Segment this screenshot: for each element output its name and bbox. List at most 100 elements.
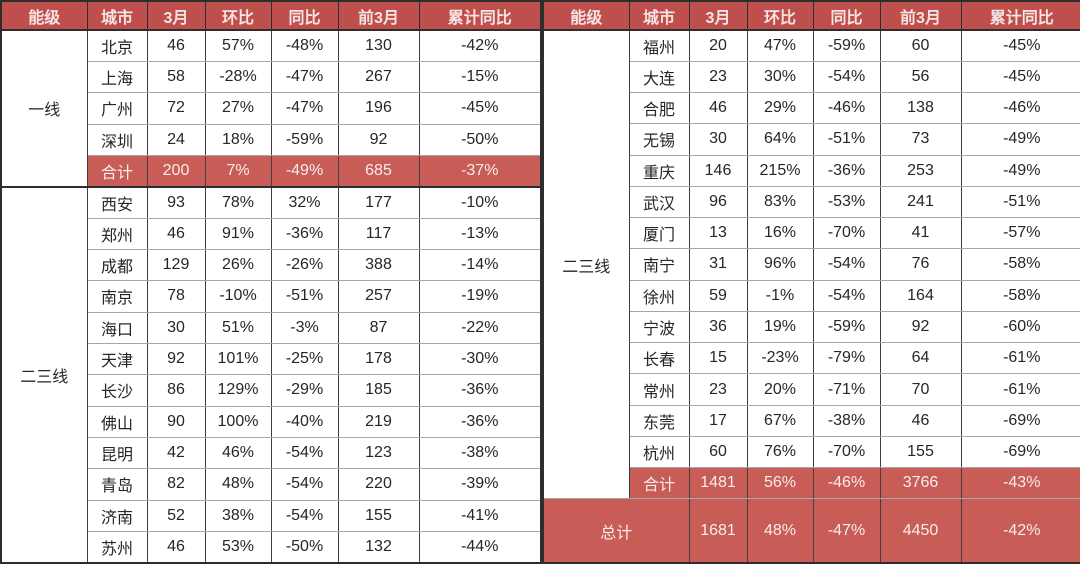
- cell-march: 42: [146, 436, 206, 470]
- cell-mom: 20%: [746, 373, 814, 406]
- cell-cum-yoy: -58%: [960, 279, 1080, 312]
- cell-mom: 96%: [746, 248, 814, 281]
- table-row: 昆明 42 46% -54% 123 -38%: [1, 436, 542, 470]
- column-header: 城市: [86, 0, 148, 31]
- cell-yoy: -51%: [270, 280, 339, 313]
- table-row: 苏州 46 53% -50% 132 -44%: [1, 531, 542, 564]
- cell-first-3m: 60: [879, 28, 962, 62]
- cell-yoy: -36%: [812, 154, 881, 187]
- city-cell: 成都: [86, 248, 148, 282]
- table-row: 二三线 西安 93 78% 32% 177 -10%: [0, 185, 542, 564]
- table-row: 天津 92 101% -25% 178 -30%: [1, 342, 542, 376]
- cell-mom: 78%: [204, 185, 272, 219]
- cell-yoy: -54%: [812, 279, 881, 312]
- cell-cum-yoy: -57%: [960, 217, 1080, 250]
- cell-march: 13: [688, 217, 748, 250]
- cell-first-3m: 164: [879, 279, 962, 312]
- table-row: 徐州 59 -1% -54% 164 -58%: [543, 279, 1080, 312]
- cell-march: 46: [146, 28, 206, 62]
- table-row: 佛山 90 100% -40% 219 -36%: [1, 405, 542, 438]
- table-row: 广州 72 27% -47% 196 -45%: [1, 92, 542, 125]
- cell-march: 200: [146, 154, 206, 188]
- cell-mom: 30%: [746, 60, 814, 94]
- cell-yoy: -47%: [270, 92, 339, 125]
- cell-yoy: -51%: [812, 123, 881, 156]
- city-cell: 重庆: [628, 154, 690, 187]
- cell-mom: 57%: [204, 28, 272, 62]
- cell-first-3m: 185: [337, 374, 420, 407]
- city-cell: 无锡: [628, 123, 690, 156]
- cell-march: 146: [688, 154, 748, 187]
- cell-march: 78: [146, 280, 206, 313]
- cell-march: 1681: [688, 498, 748, 564]
- cell-yoy: -54%: [812, 60, 881, 94]
- column-header: 城市: [628, 0, 690, 31]
- header-row: 能级 城市 3月 环比 同比 前3月 累计同比: [542, 0, 1080, 31]
- cell-yoy: -3%: [270, 311, 339, 344]
- city-cell: 广州: [86, 92, 148, 125]
- table-row: 长春 15 -23% -79% 64 -61%: [543, 342, 1080, 375]
- cell-yoy: -59%: [812, 28, 881, 62]
- cell-mom: 101%: [204, 342, 272, 376]
- cell-mom: 67%: [746, 404, 814, 437]
- cell-first-3m: 92: [337, 123, 420, 156]
- cell-march: 36: [688, 310, 748, 344]
- cell-march: 60: [688, 435, 748, 469]
- cell-first-3m: 56: [879, 60, 962, 94]
- city-cell: 上海: [86, 60, 148, 94]
- table-row: 南京 78 -10% -51% 257 -19%: [1, 280, 542, 313]
- cell-cum-yoy: -69%: [960, 404, 1080, 437]
- cell-cum-yoy: -61%: [960, 342, 1080, 375]
- cell-march: 46: [146, 531, 206, 564]
- cell-yoy: -54%: [270, 499, 339, 533]
- cell-yoy: -26%: [270, 248, 339, 282]
- cell-mom: 19%: [746, 310, 814, 344]
- cell-march: 46: [688, 92, 748, 125]
- cell-yoy: -70%: [812, 435, 881, 469]
- cell-yoy: -47%: [812, 498, 881, 564]
- table-row: 厦门 13 16% -70% 41 -57%: [543, 217, 1080, 250]
- column-header: 累计同比: [960, 0, 1080, 31]
- cell-yoy: -48%: [270, 28, 339, 62]
- cell-cum-yoy: -39%: [418, 468, 542, 501]
- cell-first-3m: 4450: [879, 498, 962, 564]
- cell-cum-yoy: -49%: [960, 154, 1080, 187]
- cell-march: 58: [146, 60, 206, 94]
- cell-first-3m: 70: [879, 373, 962, 406]
- cell-first-3m: 177: [337, 185, 420, 219]
- cell-first-3m: 41: [879, 217, 962, 250]
- table-row: 上海 58 -28% -47% 267 -15%: [1, 60, 542, 94]
- city-cell: 深圳: [86, 123, 148, 156]
- table-row: 青岛 82 48% -54% 220 -39%: [1, 468, 542, 501]
- table-row: 深圳 24 18% -59% 92 -50%: [1, 123, 542, 156]
- column-header: 能级: [0, 0, 88, 31]
- cell-cum-yoy: -38%: [418, 436, 542, 470]
- city-cell: 东莞: [628, 404, 690, 437]
- cell-cum-yoy: -42%: [960, 498, 1080, 564]
- cell-mom: 76%: [746, 435, 814, 469]
- cell-first-3m: 123: [337, 436, 420, 470]
- table-row: 常州 23 20% -71% 70 -61%: [543, 373, 1080, 406]
- cell-yoy: -71%: [812, 373, 881, 406]
- cell-mom: 48%: [746, 498, 814, 564]
- cell-first-3m: 253: [879, 154, 962, 187]
- cell-mom: 56%: [746, 467, 814, 500]
- cell-mom: 16%: [746, 217, 814, 250]
- cell-first-3m: 3766: [879, 467, 962, 500]
- header-row: 能级 城市 3月 环比 同比 前3月 累计同比: [0, 0, 542, 31]
- cell-cum-yoy: -45%: [960, 28, 1080, 62]
- table-row: 无锡 30 64% -51% 73 -49%: [543, 123, 1080, 156]
- cell-cum-yoy: -50%: [418, 123, 542, 156]
- cell-mom: 64%: [746, 123, 814, 156]
- table-row: 大连 23 30% -54% 56 -45%: [543, 60, 1080, 94]
- city-cell: 青岛: [86, 468, 148, 501]
- cell-mom: 26%: [204, 248, 272, 282]
- cell-cum-yoy: -45%: [418, 92, 542, 125]
- tier-cell: 一线: [0, 29, 88, 188]
- cell-march: 52: [146, 499, 206, 533]
- cell-mom: 18%: [204, 123, 272, 156]
- cell-yoy: -38%: [812, 404, 881, 437]
- cell-mom: 51%: [204, 311, 272, 344]
- cell-march: 30: [688, 123, 748, 156]
- city-cell: 佛山: [86, 405, 148, 438]
